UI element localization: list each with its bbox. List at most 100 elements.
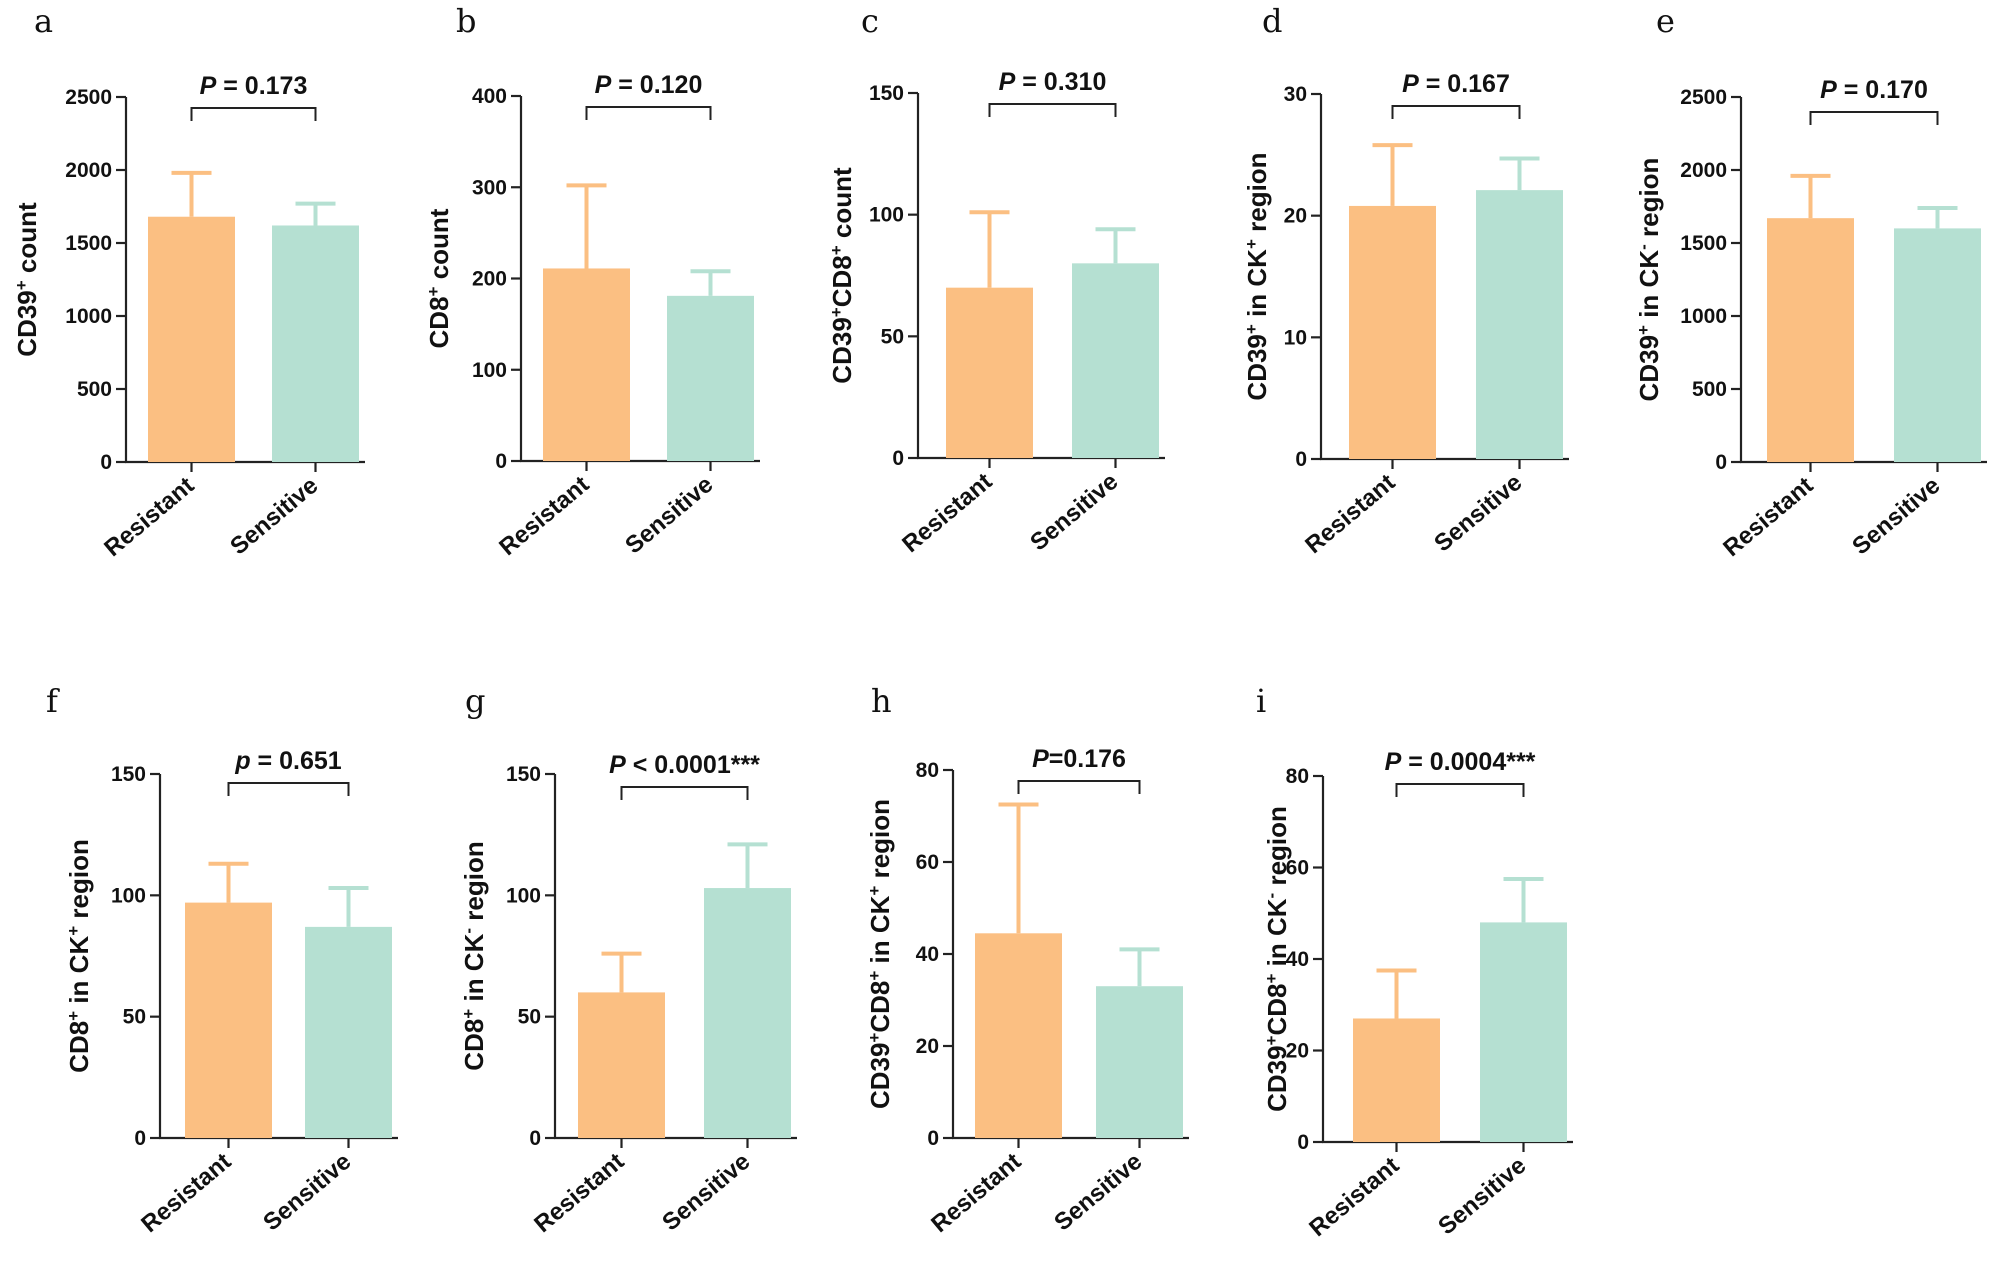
y-tick-label: 1500 [65,232,112,255]
y-tick-label: 1500 [1680,232,1727,255]
bar-resistant [975,933,1062,1138]
y-tick-label: 1000 [1680,305,1727,328]
panel-c: c 0 50 100 150 Resistant Sensitive P = 0.310 CD3… [827,2,1165,558]
p-value-label: P = 0.0004*** [1385,748,1536,776]
panel-letter: c [861,2,879,40]
panel-f: f 0 50 100 150 Resistant Sensitive p = 0.651 CD8… [46,682,398,1238]
y-tick-label: 80 [1286,765,1309,788]
p-value-label: P = 0.167 [1402,70,1510,98]
bar-resistant [946,287,1033,458]
y-tick-label: 0 [1715,451,1727,474]
significance-bracket [1809,111,1939,125]
y-axis-label: CD8+ in CK- region [459,841,490,1070]
y-tick-label: 2500 [65,86,112,109]
y-tick-label: 0 [1295,448,1307,471]
bar-resistant [543,268,630,461]
panel-letter: g [465,682,485,720]
panel-a: a 0 500 1000 1500 2000 2500 Resistant Sensitive P… [12,2,365,562]
significance-bracket [190,107,317,121]
y-tick-label: 500 [1692,378,1727,401]
category-label: Resistant [1304,1152,1404,1242]
y-axis-label: CD8+ count [424,208,455,348]
y-tick-label: 100 [472,359,507,382]
bar-resistant [185,902,272,1138]
y-tick-label: 500 [77,378,112,401]
y-tick-label: 150 [111,763,146,786]
y-tick-label: 20 [1284,205,1307,228]
y-tick-label: 0 [1297,1131,1309,1154]
y-tick-label: 200 [472,268,507,291]
y-tick-label: 300 [472,176,507,199]
significance-bracket [988,103,1117,117]
y-axis-label: CD39+CD8+ in CK- region [1262,806,1293,1112]
p-value-label: P = 0.310 [999,68,1107,96]
p-value-label: P = 0.120 [595,71,703,99]
category-label: Sensitive [258,1148,356,1236]
y-axis-label: CD39+ in CK+ region [1242,152,1273,400]
panel-letter: e [1656,2,1675,40]
bar-sensitive [1072,263,1159,458]
y-tick-label: 0 [134,1127,146,1150]
bar-resistant [578,992,665,1138]
bar-sensitive [1096,986,1183,1138]
y-tick-label: 0 [892,447,904,470]
significance-bracket [585,106,712,120]
y-tick-label: 60 [916,851,939,874]
significance-bracket [1391,105,1521,119]
panel-i: i 0 20 40 60 80 Resistant Sensitive P = 0.0004**… [1256,682,1573,1242]
y-axis-label: CD39+ in CK- region [1634,158,1665,402]
p-value-label: P = 0.173 [200,72,308,100]
y-tick-label: 400 [472,85,507,108]
y-axis-label: CD39+CD8+ count [827,167,858,384]
category-label: Resistant [1718,472,1818,562]
panel-letter: d [1262,2,1282,40]
bar-resistant [148,216,235,462]
category-label: Resistant [1300,469,1400,559]
y-tick-label: 100 [506,884,541,907]
category-label: Resistant [494,471,594,561]
bar-sensitive [305,926,392,1138]
y-tick-label: 150 [869,82,904,105]
y-axis-label: CD39+ count [12,202,43,357]
panel-letter: b [456,2,476,40]
category-label: Sensitive [225,472,323,560]
y-tick-label: 80 [916,759,939,782]
y-tick-label: 1000 [65,305,112,328]
panel-letter: i [1256,682,1266,720]
y-tick-label: 2000 [1680,159,1727,182]
category-label: Resistant [897,468,997,558]
category-label: Sensitive [1049,1148,1147,1236]
category-label: Sensitive [1847,472,1945,560]
y-tick-label: 40 [916,943,939,966]
bar-sensitive [1894,228,1981,462]
panel-letter: a [34,2,53,40]
y-tick-label: 100 [869,204,904,227]
p-value-label: P=0.176 [1032,745,1126,773]
bar-sensitive [704,888,791,1138]
category-label: Sensitive [620,471,718,559]
y-tick-label: 50 [518,1006,541,1029]
y-tick-label: 60 [1286,857,1309,880]
y-tick-label: 0 [495,450,507,473]
y-tick-label: 0 [927,1127,939,1150]
significance-bracket [1017,780,1141,794]
y-tick-label: 50 [123,1006,146,1029]
y-tick-label: 30 [1284,83,1307,106]
y-tick-label: 40 [1286,948,1309,971]
bar-resistant [1767,218,1854,462]
panel-d: d 0 10 20 30 Resistant Sensitive P = 0.167 CD39+… [1242,2,1569,559]
y-tick-label: 150 [506,763,541,786]
p-value-label: p = 0.651 [234,747,341,775]
y-tick-label: 100 [111,884,146,907]
y-tick-label: 10 [1284,326,1307,349]
category-label: Resistant [529,1148,629,1238]
category-label: Resistant [99,472,199,562]
y-tick-label: 2500 [1680,86,1727,109]
y-tick-label: 50 [881,325,904,348]
significance-bracket [1395,783,1525,797]
category-label: Sensitive [657,1148,755,1236]
significance-bracket [227,782,350,796]
category-label: Sensitive [1429,469,1527,557]
